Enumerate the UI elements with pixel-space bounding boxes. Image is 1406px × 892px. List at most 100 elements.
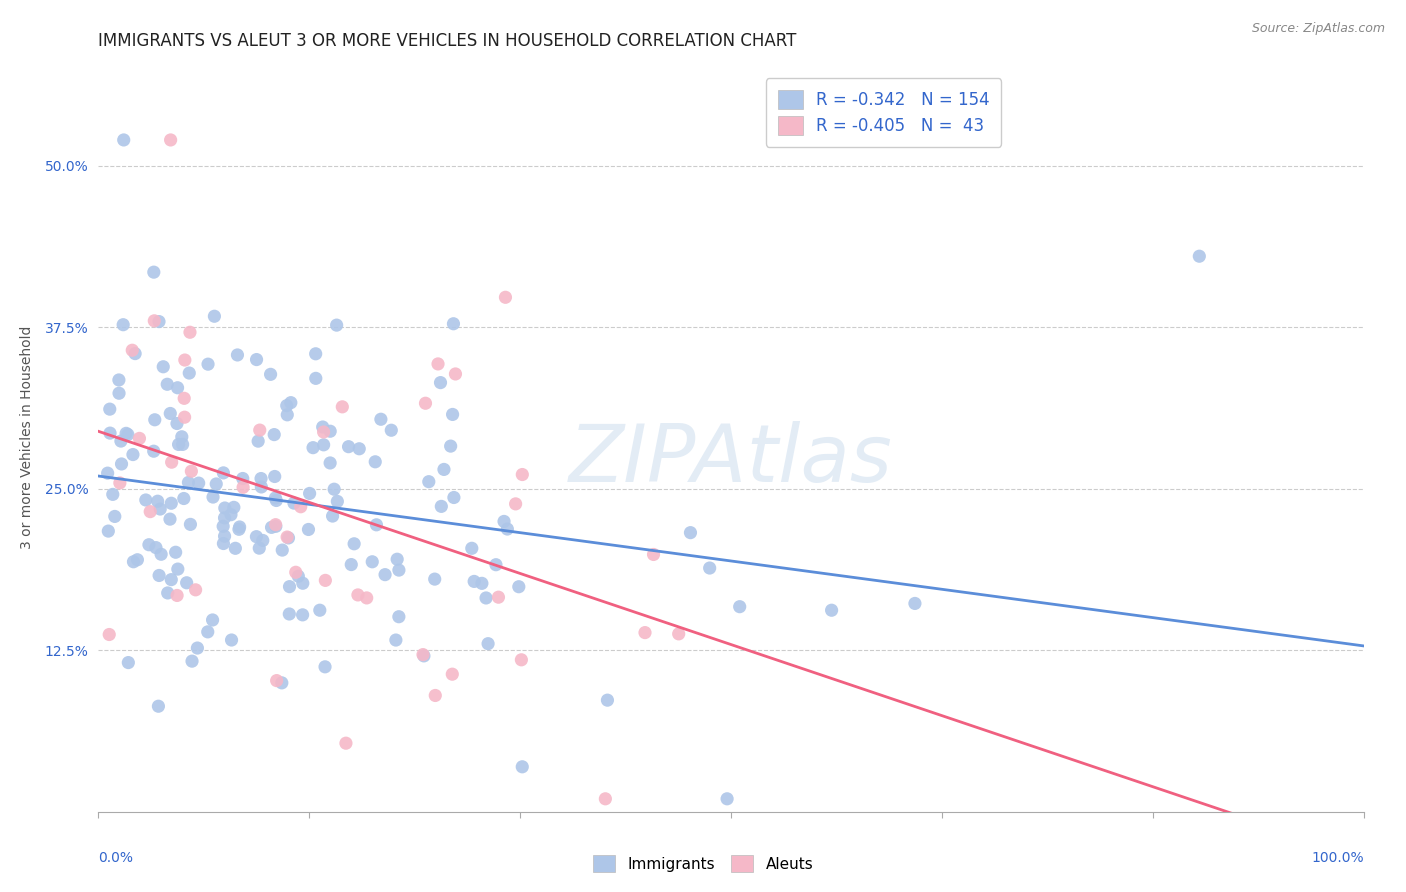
- Point: [305, 347, 328, 361]
- Point: [135, 493, 157, 508]
- Point: [259, 368, 281, 382]
- Point: [510, 653, 533, 667]
- Point: [142, 265, 165, 279]
- Point: [312, 425, 335, 439]
- Point: [444, 367, 467, 381]
- Point: [263, 469, 285, 483]
- Point: [278, 580, 301, 594]
- Point: [494, 290, 516, 304]
- Point: [245, 352, 267, 367]
- Point: [260, 520, 283, 534]
- Point: [319, 456, 342, 470]
- Point: [139, 505, 162, 519]
- Point: [98, 627, 121, 641]
- Point: [122, 555, 145, 569]
- Point: [108, 373, 131, 387]
- Point: [264, 517, 287, 532]
- Point: [142, 444, 165, 458]
- Point: [186, 641, 208, 656]
- Point: [205, 477, 228, 491]
- Point: [380, 423, 402, 437]
- Point: [361, 555, 384, 569]
- Point: [159, 407, 181, 421]
- Point: [508, 580, 530, 594]
- Point: [668, 627, 690, 641]
- Point: [148, 315, 170, 329]
- Point: [596, 693, 619, 707]
- Point: [314, 574, 336, 588]
- Point: [187, 476, 209, 491]
- Point: [302, 441, 325, 455]
- Point: [728, 599, 751, 614]
- Point: [247, 541, 270, 556]
- Point: [425, 689, 447, 703]
- Point: [312, 420, 335, 434]
- Point: [98, 426, 121, 441]
- Point: [108, 475, 131, 490]
- Point: [228, 522, 250, 536]
- Point: [305, 371, 328, 385]
- Point: [108, 386, 131, 401]
- Point: [271, 543, 294, 558]
- Point: [264, 519, 287, 533]
- Point: [149, 502, 172, 516]
- Point: [679, 525, 702, 540]
- Point: [156, 377, 179, 392]
- Point: [172, 437, 194, 451]
- Point: [128, 431, 150, 445]
- Point: [202, 310, 225, 324]
- Point: [330, 400, 353, 414]
- Point: [159, 512, 181, 526]
- Point: [337, 440, 360, 454]
- Text: Source: ZipAtlas.com: Source: ZipAtlas.com: [1251, 22, 1385, 36]
- Point: [232, 480, 254, 494]
- Point: [643, 548, 665, 562]
- Point: [180, 464, 202, 478]
- Point: [430, 500, 453, 514]
- Point: [277, 531, 299, 545]
- Point: [219, 508, 242, 522]
- Point: [143, 413, 166, 427]
- Point: [412, 648, 434, 662]
- Point: [322, 509, 344, 524]
- Point: [266, 493, 288, 508]
- Point: [385, 552, 408, 566]
- Y-axis label: 3 or more Vehicles in Household: 3 or more Vehicles in Household: [20, 326, 34, 549]
- Point: [388, 609, 411, 624]
- Point: [443, 491, 465, 505]
- Point: [297, 523, 319, 537]
- Point: [148, 699, 170, 714]
- Point: [343, 537, 366, 551]
- Point: [427, 357, 450, 371]
- Point: [291, 607, 314, 622]
- Point: [485, 558, 508, 572]
- Point: [179, 517, 201, 532]
- Text: ZIPAtlas: ZIPAtlas: [569, 420, 893, 499]
- Point: [443, 317, 465, 331]
- Point: [634, 625, 657, 640]
- Point: [284, 566, 307, 580]
- Point: [290, 500, 312, 514]
- Point: [510, 760, 533, 774]
- Point: [276, 408, 298, 422]
- Point: [173, 410, 195, 425]
- Point: [166, 562, 188, 576]
- Point: [319, 424, 342, 438]
- Point: [228, 520, 250, 534]
- Point: [159, 133, 181, 147]
- Point: [160, 455, 183, 469]
- Point: [104, 509, 127, 524]
- Point: [197, 624, 219, 639]
- Point: [471, 576, 494, 591]
- Point: [278, 607, 301, 621]
- Point: [716, 792, 738, 806]
- Point: [166, 417, 188, 431]
- Point: [98, 402, 121, 417]
- Point: [176, 575, 198, 590]
- Point: [1188, 249, 1211, 263]
- Point: [263, 427, 285, 442]
- Point: [97, 466, 120, 480]
- Point: [179, 366, 201, 380]
- Point: [212, 466, 235, 480]
- Point: [264, 491, 287, 505]
